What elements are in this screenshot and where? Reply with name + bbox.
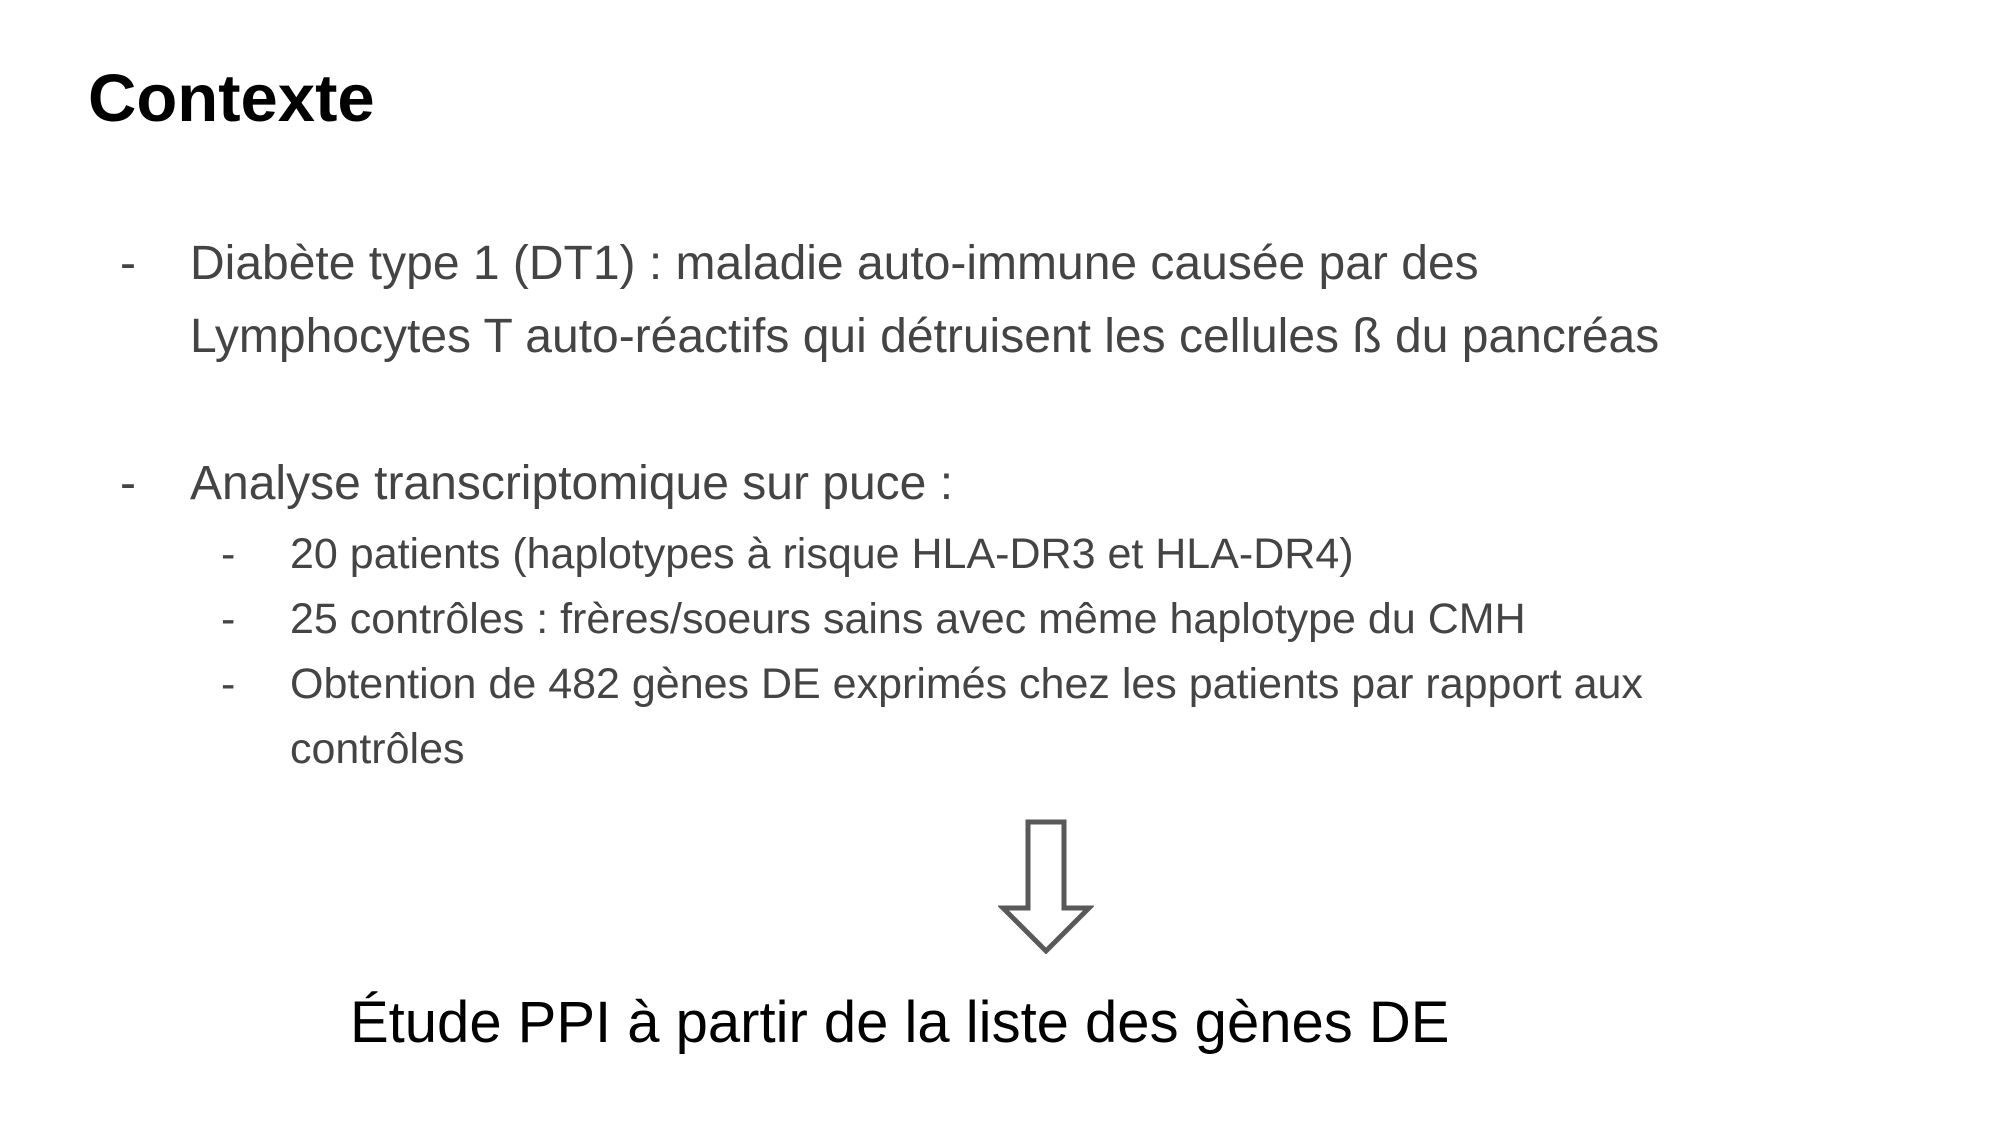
bullet-marker: - (120, 457, 136, 510)
sub-bullet-text-line: 20 patients (haplotypes à risque HLA-DR3… (290, 530, 1354, 578)
bullet-marker: - (221, 530, 236, 578)
bullet-text-line: Lymphocytes T auto-réactifs qui détruise… (190, 310, 1660, 363)
sub-bullet-text-line: contrôles (290, 725, 465, 773)
bullet-marker: - (221, 660, 236, 708)
sub-bullet-text-line: Obtention de 482 gènes DE exprimés chez … (290, 660, 1643, 708)
conclusion-text: Étude PPI à partir de la liste des gènes… (350, 990, 1450, 1055)
bullet-marker: - (221, 595, 236, 643)
bullet-text-line: Analyse transcriptomique sur puce : (190, 457, 954, 510)
sub-bullet-text-line: 25 contrôles : frères/soeurs sains avec … (290, 595, 1526, 643)
down-arrow-outline-icon (998, 819, 1094, 954)
bullet-marker: - (120, 237, 136, 290)
bullet-text-line: Diabète type 1 (DT1) : maladie auto-immu… (190, 237, 1479, 290)
slide-title: Contexte (88, 61, 375, 136)
